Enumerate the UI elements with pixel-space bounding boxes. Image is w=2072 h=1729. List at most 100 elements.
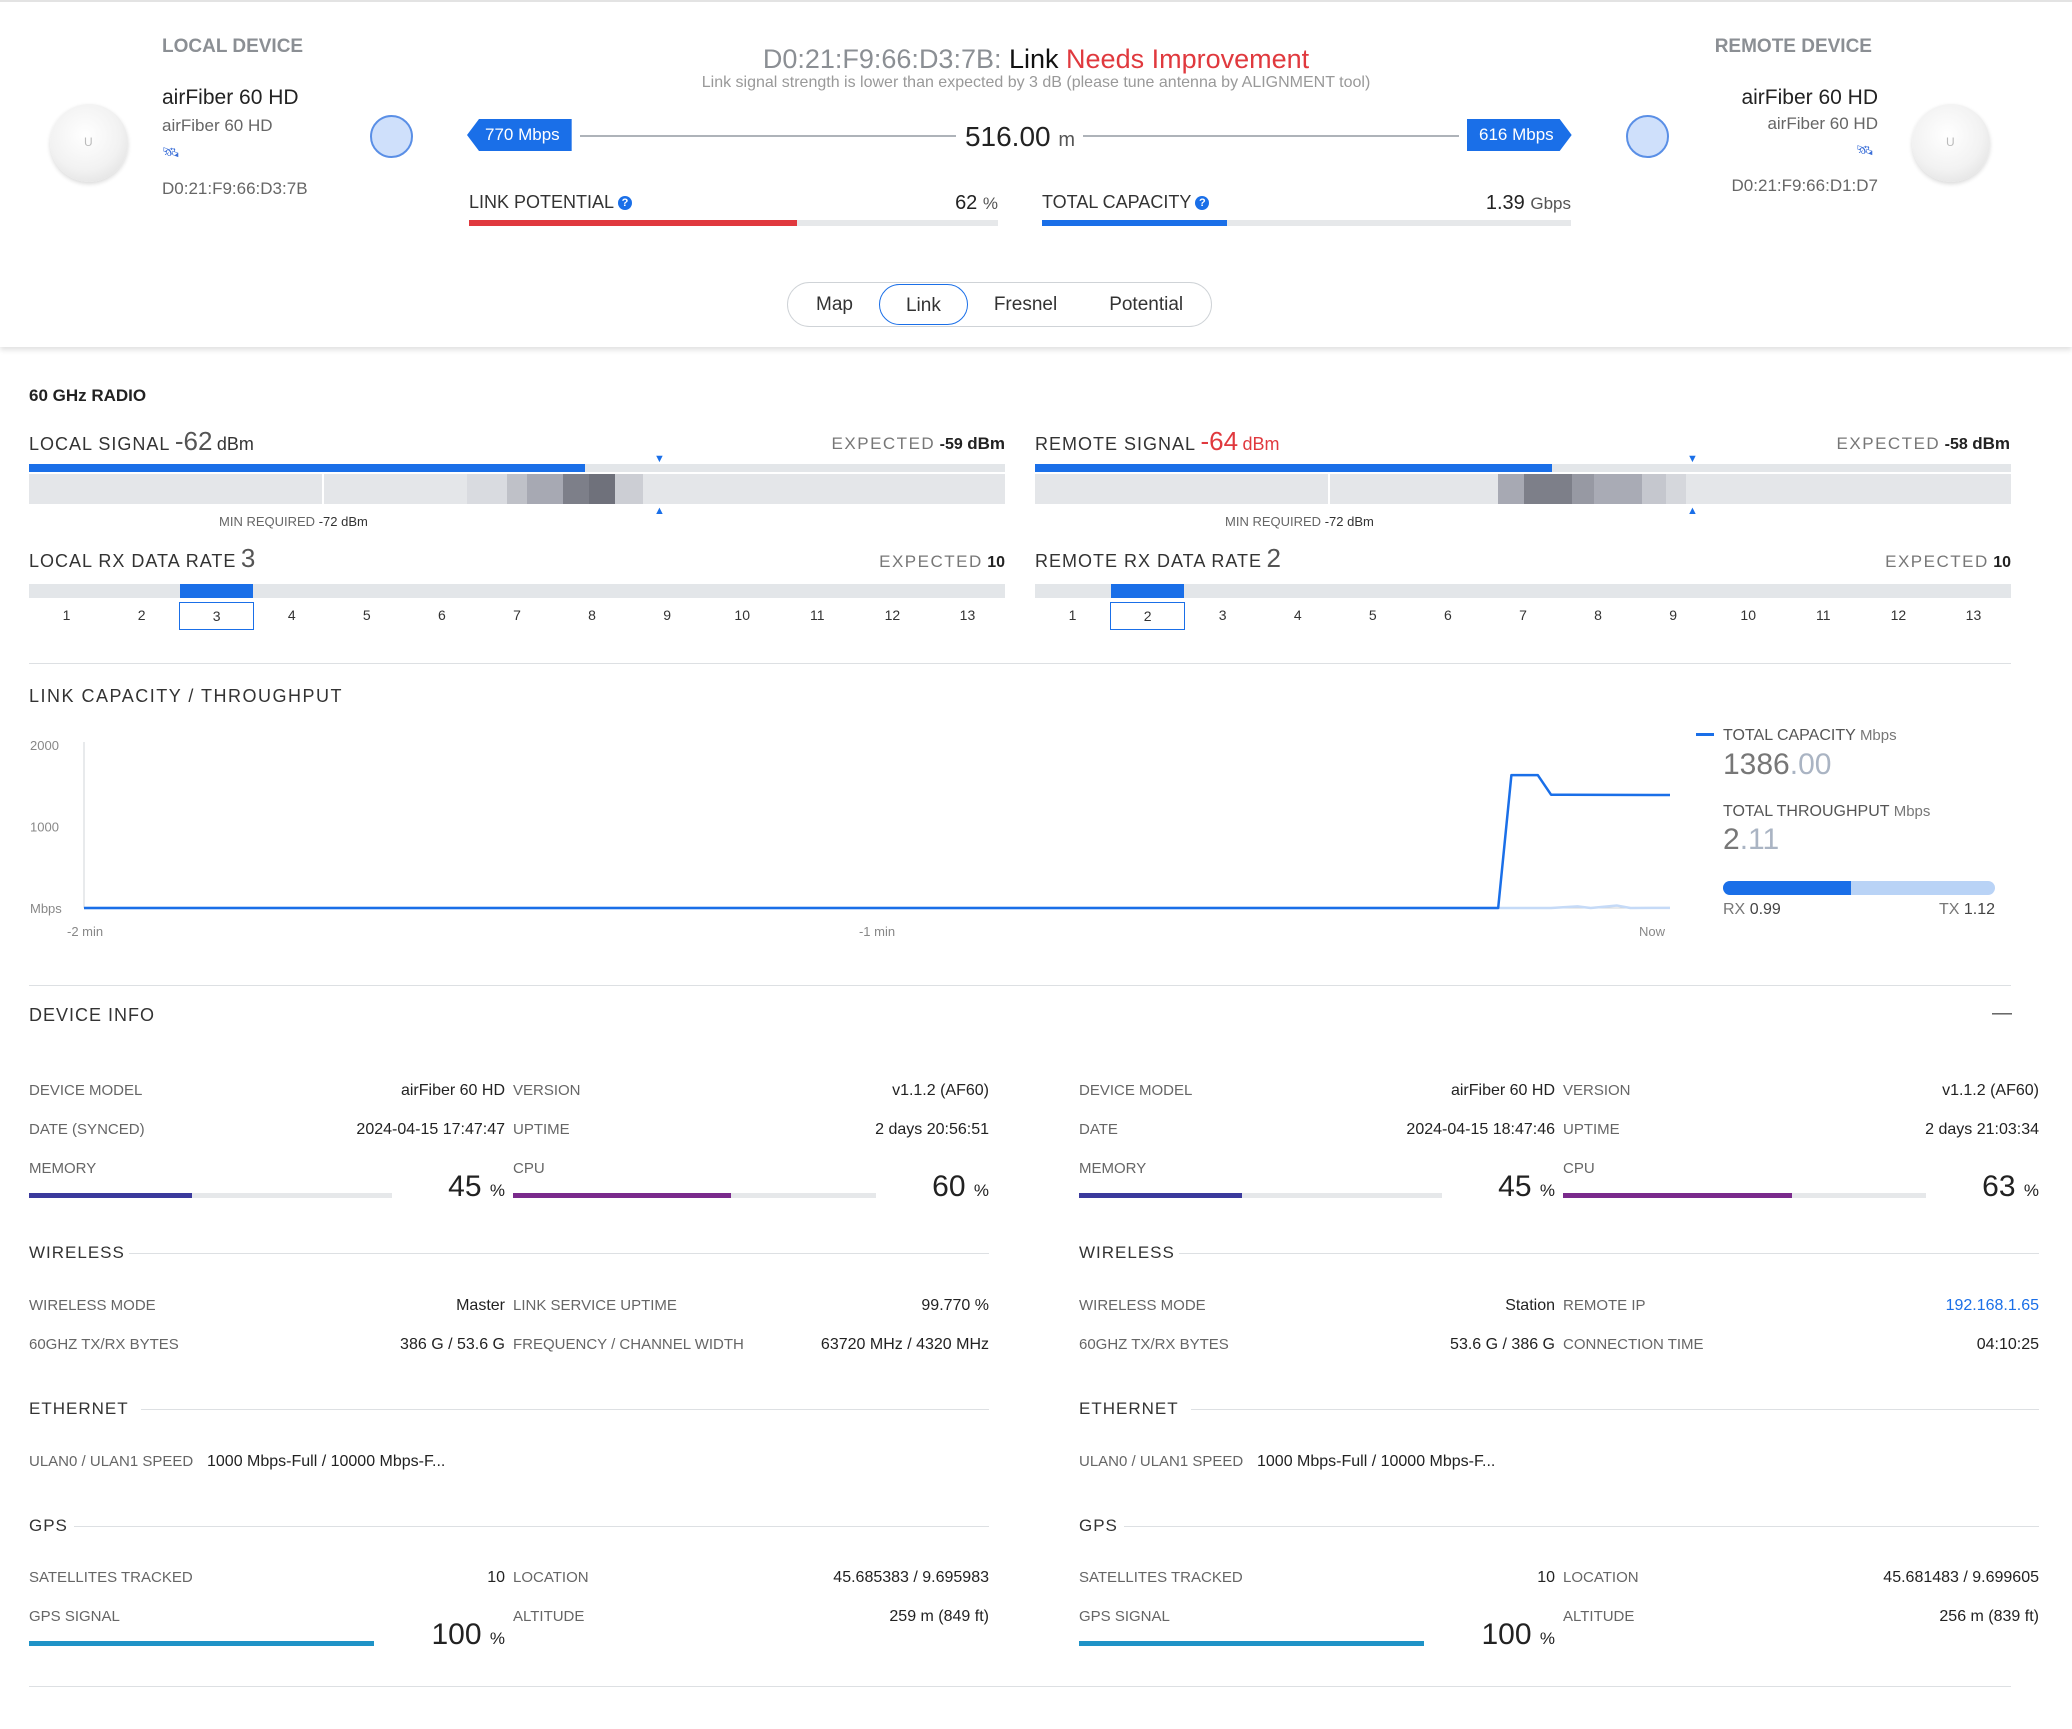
tab-link[interactable]: Link [878,284,968,325]
gps-group-title: GPS [29,1516,68,1535]
gps-signal-value: 100 % [385,1618,505,1652]
tx-value: TX 1.12 [1880,901,1995,919]
local-signal-value: -62 [174,426,213,456]
total-capacity-number: 1.39 [1485,192,1525,214]
version-label: VERSION [513,1082,581,1099]
rate-step: 13 [1965,607,1982,623]
ulan-speed-value: 1000 Mbps-Full / 10000 Mbps-F... [207,1453,446,1470]
throughput-value-int: 2 [1723,823,1740,856]
uptime-value: 2 days 21:03:34 [1925,1121,2039,1138]
remote-device-info: DEVICE MODEL airFiber 60 HD VERSION v1.1… [1079,1075,2039,1675]
link-title: D0:21:F9:66:D3:7B: Link Needs Improvemen… [0,44,2072,75]
rate-step: 12 [884,607,901,623]
capacity-legend-label: TOTAL CAPACITY [1723,727,1856,744]
uptime-label: UPTIME [1563,1121,1620,1138]
device-model-value: airFiber 60 HD [1450,1082,1555,1099]
group-divider [1191,1409,2039,1410]
expected-label: EXPECTED [1885,552,1989,571]
uptime-label: UPTIME [513,1121,570,1138]
info-label: CONNECTION TIME [1563,1336,1704,1353]
device-model-value: airFiber 60 HD [400,1082,505,1099]
tx-label: TX [1938,901,1960,918]
remote-signal-histogram [1035,474,2011,504]
link-potential-value: 62 % [860,192,998,215]
link-mac: D0:21:F9:66:D3:7B: [762,44,1002,74]
expected-unit: dBm [967,434,1005,453]
expected-value: 10 [1993,554,2011,571]
remote-signal-unit: dBm [1242,434,1280,454]
remote-device-image: U [1912,104,1990,182]
distance-unit: m [1058,129,1076,151]
ulan-speed-value: 1000 Mbps-Full / 10000 Mbps-F... [1257,1453,1496,1470]
memory-bar [1079,1193,1243,1198]
capacity-value-int: 1386 [1723,748,1790,781]
cpu-value: 63 % [1933,1170,2039,1204]
info-label: FREQUENCY / CHANNEL WIDTH [513,1336,744,1353]
histogram-cell [1594,474,1642,504]
histogram-cell [467,474,507,504]
link-potential-number: 62 [955,192,978,214]
help-icon[interactable]: ? [618,196,633,210]
remote-signal-label: REMOTE SIGNAL [1035,434,1197,454]
rate-step: 10 [1740,607,1756,623]
gps-signal-value: 100 % [1435,1618,1555,1652]
local-device-mac: D0:21:F9:66:D3:7B [162,179,308,198]
rate-step: 9 [1669,607,1678,623]
local-device-name[interactable]: airFiber 60 HD [162,86,299,109]
wireless-mode-value: Station [1505,1297,1555,1314]
remote-min-required: MIN REQUIRED -72 dBm [1225,514,1374,529]
rate-step: 4 [287,607,296,623]
capacity-legend-title: TOTAL CAPACITY Mbps [1723,727,1897,745]
memory-value: 45 % [399,1170,505,1204]
throughput-legend-label: TOTAL THROUGHPUT [1723,803,1890,820]
gps-signal-track [29,1641,374,1646]
cpu-bar [1563,1193,1792,1198]
rate-selected-fill [180,584,254,598]
tab-map[interactable]: Map [816,294,853,315]
min-required-label: MIN REQUIRED [1225,514,1322,529]
gps-signal-bar [1079,1641,1424,1646]
cpu-bar [513,1193,731,1198]
remote-rate-label: REMOTE RX DATA RATE [1035,551,1263,571]
expected-marker-top-icon: ▼ [1687,453,1698,465]
expected-value: -58 [1944,436,1968,453]
min-required-marker [322,474,324,504]
throughput-chart: 2000 1000 Mbps -2 min -1 min Now [30,738,1671,939]
rate-step: 4 [1293,607,1302,623]
txrx-bytes-value: 53.6 G / 386 G [1450,1336,1555,1353]
remote-device-name[interactable]: airFiber 60 HD [1741,86,1878,109]
remote-rate-track [1035,584,2011,598]
cpu-unit: % [973,1181,989,1200]
histogram-cell [1572,474,1594,504]
altitude-label: ALTITUDE [513,1608,585,1625]
location-label: LOCATION [513,1569,589,1586]
info-value: 99.770 % [921,1297,989,1314]
location-label: LOCATION [1563,1569,1639,1586]
tab-fresnel[interactable]: Fresnel [993,294,1058,315]
version-label: VERSION [1563,1082,1631,1099]
remote-signal-value: -64 [1200,426,1239,456]
device-info-title: DEVICE INFO [29,1005,156,1025]
tab-potential[interactable]: Potential [1109,294,1184,315]
help-icon[interactable]: ? [1195,196,1210,210]
remote-device-mac: D0:21:F9:66:D1:D7 [1731,176,1878,195]
histogram-cell [507,474,527,504]
local-device-image: U [50,104,128,182]
local-min-required: MIN REQUIRED -72 dBm [219,514,368,529]
rate-left-badge: 770 Mbps [467,119,572,151]
location-value: 45.681483 / 9.699605 [1883,1569,2039,1586]
collapse-icon[interactable]: — [1992,1002,2012,1024]
rate-step: 6 [1444,607,1452,623]
local-rate-label: LOCAL RX DATA RATE [29,551,237,571]
expected-label: EXPECTED [831,434,936,453]
local-rate-expected: EXPECTED 10 [780,552,1005,572]
rate-step: 3 [1218,607,1227,623]
min-required-value: -72 dBm [318,514,368,529]
gps-signal-track [1079,1641,1424,1646]
y-tick-label: Mbps [30,901,62,916]
distance-value: 516.00 [964,121,1051,152]
rate-step: 5 [362,607,371,623]
memory-label: MEMORY [29,1160,97,1177]
histogram-cell [563,474,589,504]
remote-ip-link[interactable]: 192.168.1.65 [1945,1297,2039,1314]
